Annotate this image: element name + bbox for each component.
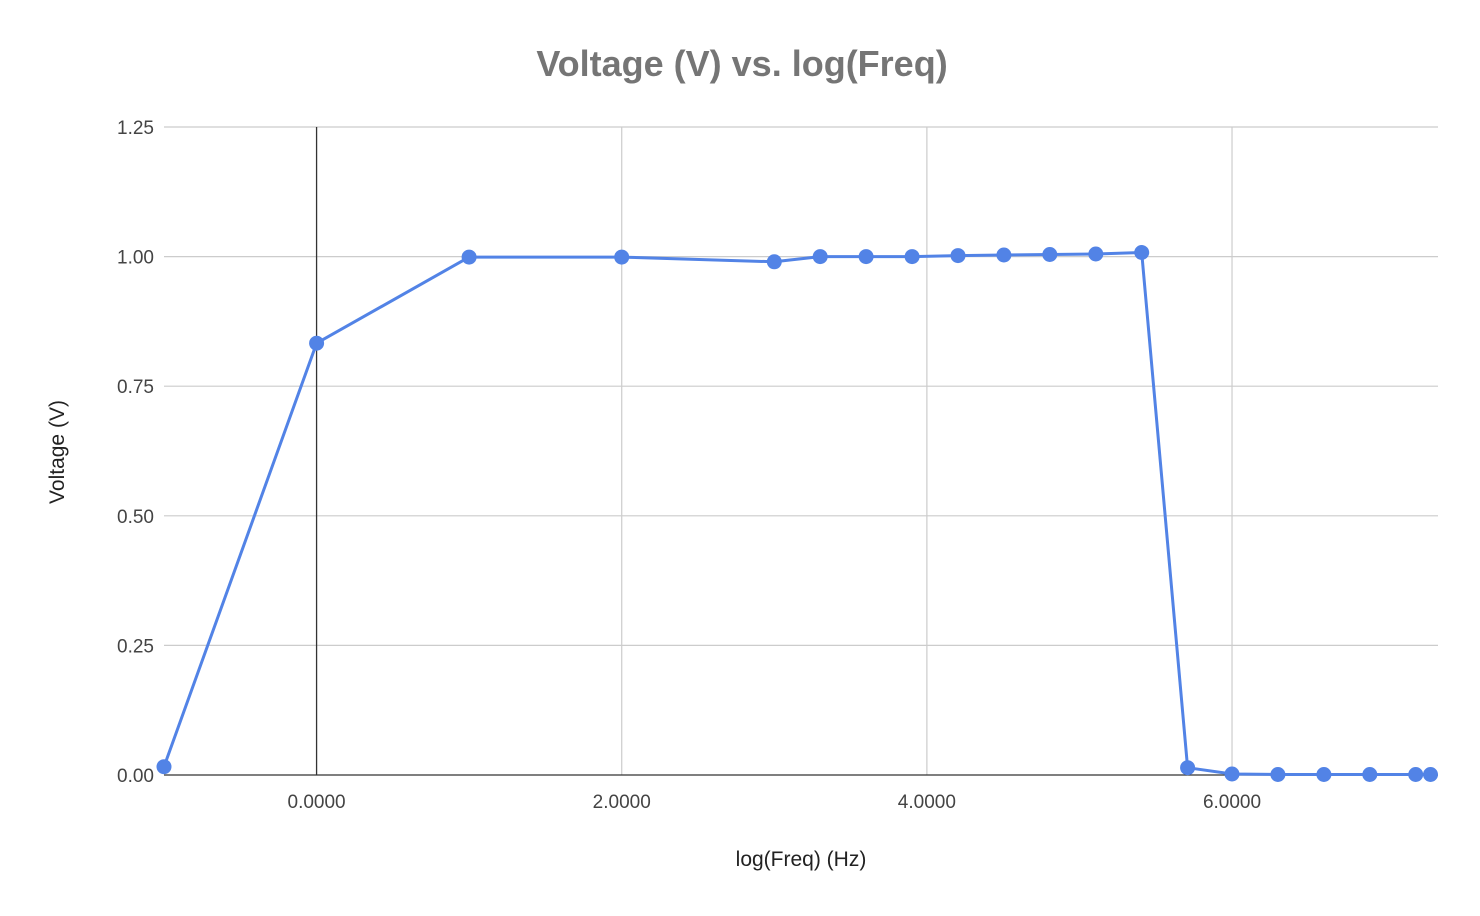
series-line (162, 251, 1431, 776)
data-series (156, 245, 1438, 782)
y-tick-label: 0.75 (117, 377, 154, 398)
data-point[interactable] (1224, 766, 1240, 782)
y-tick-label: 0.50 (117, 507, 154, 528)
y-tick-label: 0.00 (117, 766, 154, 787)
data-point[interactable] (1134, 245, 1150, 260)
y-tick-label: 1.00 (117, 248, 154, 269)
x-axis-label: log(Freq) (Hz) (736, 848, 867, 871)
data-point[interactable] (996, 247, 1012, 263)
data-point[interactable] (614, 249, 630, 265)
tick-labels: 0.00 0.25 0.50 0.75 1.00 1.25 0.0000 2.0000 4.00… (117, 118, 1261, 813)
y-tick-label: 0.25 (117, 636, 154, 657)
x-tick-label: 6.0000 (1203, 792, 1261, 813)
data-point[interactable] (461, 249, 477, 265)
data-point[interactable] (766, 254, 782, 270)
data-point[interactable] (1423, 767, 1438, 782)
y-tick-label: 1.25 (117, 118, 154, 139)
data-point[interactable] (858, 249, 874, 265)
x-tick-label: 4.0000 (898, 792, 956, 813)
data-point[interactable] (1042, 247, 1058, 262)
data-point[interactable] (812, 249, 828, 265)
data-point[interactable] (1362, 767, 1378, 782)
data-point[interactable] (1088, 246, 1104, 262)
data-point[interactable] (1270, 767, 1286, 782)
x-tick-label: 2.0000 (593, 792, 651, 813)
data-point[interactable] (904, 249, 920, 265)
grid-lines (164, 126, 1438, 775)
data-point[interactable] (1408, 767, 1424, 782)
data-point[interactable] (950, 248, 966, 264)
data-point[interactable] (309, 335, 325, 351)
y-axis-label: Voltage (V) (46, 400, 69, 504)
data-point[interactable] (156, 759, 172, 775)
x-tick-label: 0.0000 (288, 792, 346, 813)
data-point[interactable] (1316, 767, 1332, 782)
axes (164, 127, 1438, 776)
data-point[interactable] (1180, 760, 1196, 776)
chart-title: Voltage (V) vs. log(Freq) (536, 43, 947, 84)
